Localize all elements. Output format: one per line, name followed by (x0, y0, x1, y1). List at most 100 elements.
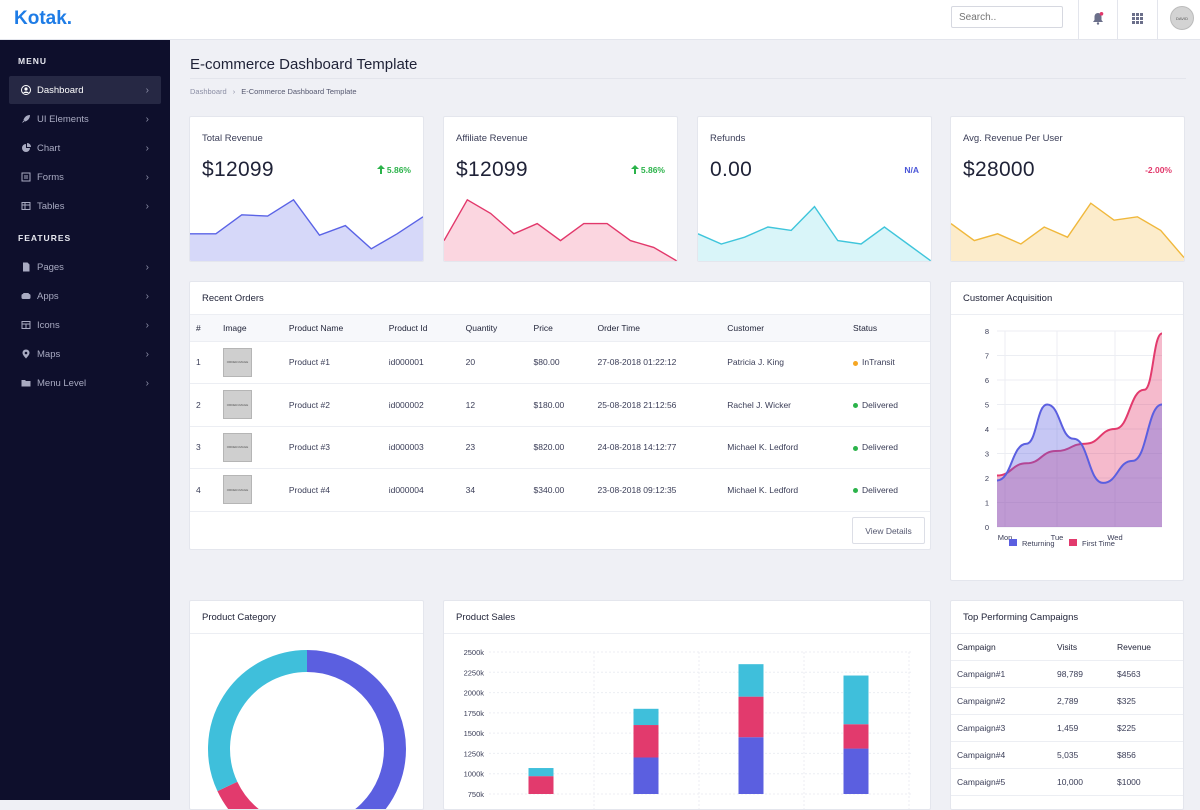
bar-segment[interactable] (738, 696, 764, 738)
bar-segment[interactable] (738, 737, 764, 794)
search-input[interactable] (951, 6, 1063, 28)
table-row[interactable]: Campaign#2 2,789 $325 (951, 687, 1183, 715)
status-dot-icon (853, 403, 859, 408)
donut-slice[interactable] (217, 781, 307, 810)
donut-slice[interactable] (208, 650, 308, 792)
donut-slice[interactable] (306, 650, 406, 810)
sidebar-item-apps[interactable]: Apps › (9, 282, 161, 310)
table-row[interactable]: Campaign#3 1,459 $225 (951, 714, 1183, 742)
sidebar-item-ui-elements[interactable]: UI Elements › (9, 105, 161, 133)
sidebar-item-pages[interactable]: Pages › (9, 253, 161, 281)
price: $180.00 (527, 383, 592, 427)
order-time: 27-08-2018 01:22:12 (591, 341, 722, 384)
table-row[interactable]: 3 ORDER-IMAGE Product #3 id000003 23 $820.00 2… (190, 426, 930, 469)
bar-segment[interactable] (528, 768, 554, 777)
stat-label: Affiliate Revenue (456, 133, 528, 144)
sidebar-item-dashboard[interactable]: Dashboard › (9, 76, 161, 104)
topbar-divider (1157, 0, 1158, 40)
customer: Michael K. Ledford (721, 426, 848, 469)
sidebar-item-forms[interactable]: Forms › (9, 163, 161, 191)
series-line-first-time[interactable] (996, 332, 1163, 477)
sidebar-item-icons[interactable]: Icons › (9, 311, 161, 339)
bell-icon[interactable] (1088, 8, 1108, 28)
status-badge: Delivered (862, 399, 898, 410)
product-name: Product #3 (282, 426, 383, 469)
product-id: id000004 (382, 468, 460, 512)
campaign-revenue: $225 (1111, 714, 1183, 742)
series-line-returning[interactable] (996, 403, 1163, 484)
sidebar-item-menu-level[interactable]: Menu Level › (9, 369, 161, 397)
campaign-name: Campaign#2 (951, 687, 1051, 715)
product-id: id000002 (382, 383, 460, 427)
stat-sparkline (190, 198, 423, 261)
bar-segment[interactable] (633, 708, 659, 726)
icons-icon (19, 320, 33, 330)
table-row[interactable]: 1 ORDER-IMAGE Product #1 id000001 20 $80.00 27… (190, 341, 930, 384)
sidebar-item-chart[interactable]: Chart › (9, 134, 161, 162)
customer: Rachel J. Wicker (721, 383, 848, 427)
stat-value: $28000 (963, 158, 1035, 181)
bar-segment[interactable] (843, 748, 869, 794)
chevron-right-icon: › (145, 261, 149, 273)
order-number: 2 (190, 383, 217, 427)
y-tick-label: 7 (985, 352, 989, 361)
column-header: Price (527, 315, 592, 342)
bar-segment[interactable] (738, 664, 764, 697)
user-avatar[interactable]: DAVID (1170, 6, 1194, 30)
table-row[interactable]: 4 ORDER-IMAGE Product #4 id000004 34 $340.00 2… (190, 468, 930, 512)
grid-menu-icon[interactable] (1127, 8, 1147, 28)
status-dot-icon (853, 360, 859, 366)
folder-icon (19, 378, 33, 388)
column-header: Quantity (459, 315, 528, 342)
column-header: Visits (1051, 634, 1111, 661)
quantity: 23 (459, 426, 528, 469)
bar-segment[interactable] (528, 776, 554, 794)
y-tick-label: 1500k (464, 729, 485, 738)
view-details-button[interactable]: View Details (852, 517, 925, 544)
sidebar-item-label: UI Elements (37, 113, 89, 125)
sidebar-item-label: Apps (37, 290, 59, 302)
status-badge: InTransit (862, 357, 895, 368)
brand-logo[interactable]: Kotak. (14, 8, 73, 29)
chevron-right-icon: › (145, 377, 149, 389)
bar-segment[interactable] (843, 675, 869, 725)
legend-label[interactable]: First Time (1082, 539, 1115, 548)
legend-label[interactable]: Returning (1022, 539, 1055, 548)
column-header: Campaign (951, 634, 1051, 661)
sparkline-area (951, 203, 1184, 261)
top-bar: Kotak. DAVID (0, 0, 1200, 40)
stat-card-avg-revenue-per-user: Avg. Revenue Per User $28000 -2.00% (950, 116, 1185, 262)
order-time: 25-08-2018 21:12:56 (591, 383, 722, 427)
campaign-visits: 2,789 (1051, 687, 1111, 715)
card-title: Top Performing Campaigns (963, 612, 1079, 623)
chevron-right-icon: › (145, 319, 149, 331)
sidebar-item-label: Menu Level (37, 377, 87, 389)
bar-segment[interactable] (843, 724, 869, 749)
breadcrumb-link-dashboard[interactable]: Dashboard (190, 87, 227, 96)
table-row[interactable]: Campaign#5 10,000 $1000 (951, 768, 1183, 796)
chevron-right-icon: › (145, 348, 149, 360)
topbar-divider (1117, 0, 1118, 40)
sidebar-item-label: Maps (37, 348, 61, 360)
product-category-donut (208, 650, 406, 810)
table-row[interactable]: 2 ORDER-IMAGE Product #2 id000002 12 $180.00 2… (190, 383, 930, 427)
column-header: Product Id (382, 315, 460, 342)
chevron-right-icon: › (145, 171, 149, 183)
stat-label: Refunds (710, 133, 746, 144)
table-row[interactable]: Campaign#4 5,035 $856 (951, 741, 1183, 769)
order-number: 1 (190, 341, 217, 384)
column-header: Image (216, 315, 283, 342)
status-badge: Delivered (862, 484, 898, 495)
customer: Patricia J. King (721, 341, 848, 384)
card-title: Recent Orders (202, 293, 264, 304)
title-divider (190, 78, 1186, 79)
table-row[interactable]: Campaign#1 98,789 $4563 (951, 660, 1183, 688)
bar-segment[interactable] (633, 725, 659, 758)
campaign-name: Campaign#5 (951, 768, 1051, 796)
orders-table: # Image Product Name Product Id Quantity Pric… (190, 315, 930, 512)
sidebar-item-tables[interactable]: Tables › (9, 192, 161, 220)
bar-segment[interactable] (633, 757, 659, 794)
sparkline-area (444, 199, 677, 261)
sidebar-item-maps[interactable]: Maps › (9, 340, 161, 368)
order-image-cell: ORDER-IMAGE (216, 341, 283, 384)
